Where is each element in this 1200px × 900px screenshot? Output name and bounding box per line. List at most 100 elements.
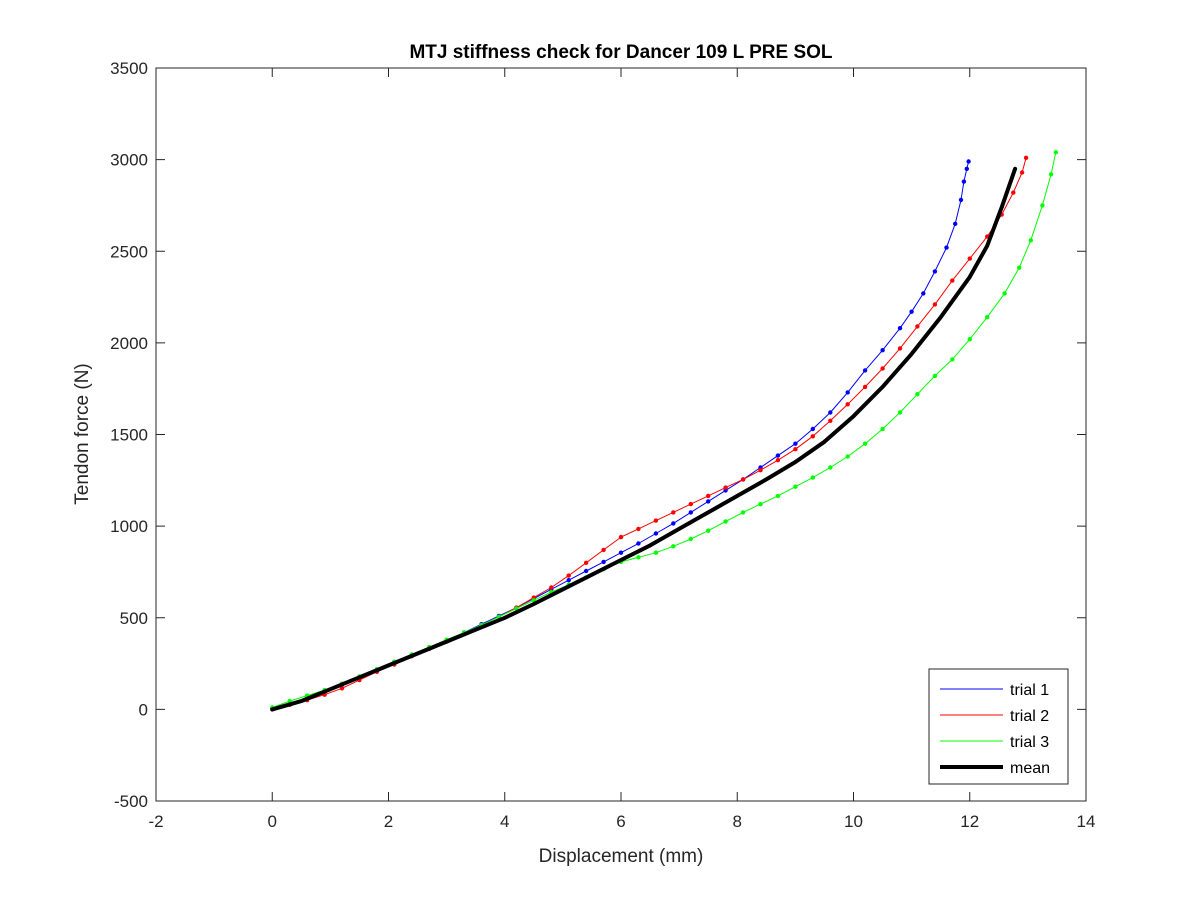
data-point: [618, 534, 624, 540]
x-tick-label: 2: [384, 812, 393, 831]
data-point: [723, 485, 728, 490]
data-point: [758, 501, 763, 507]
x-tick-label: 0: [268, 812, 277, 831]
data-point: [793, 484, 798, 489]
data-point: [758, 468, 763, 473]
y-axis-label: Tendon force (N): [72, 363, 93, 505]
data-point: [950, 278, 955, 283]
data-point: [915, 324, 920, 329]
data-point: [897, 410, 903, 415]
legend-label: trial 3: [1010, 734, 1049, 751]
series-line: [270, 166, 1018, 712]
data-point: [985, 315, 990, 320]
data-point: [671, 521, 676, 526]
data-point: [897, 346, 903, 351]
data-point: [793, 447, 798, 452]
y-tick-label: 500: [120, 609, 148, 628]
data-point: [549, 585, 554, 590]
data-point: [961, 179, 967, 184]
data-point: [967, 256, 972, 261]
data-point: [601, 559, 606, 565]
data-point: [618, 550, 624, 555]
data-point: [671, 544, 676, 549]
data-point: [909, 309, 914, 314]
data-point: [953, 221, 958, 226]
data-point: [688, 501, 693, 507]
data-point: [862, 368, 868, 373]
legend-label: trial 1: [1010, 682, 1049, 699]
data-point: [1011, 190, 1016, 195]
data-point: [921, 291, 926, 296]
data-point: [601, 547, 606, 553]
x-tick-label: 12: [960, 812, 979, 831]
data-point: [723, 519, 728, 524]
x-tick-label: 8: [733, 812, 742, 831]
data-point: [845, 390, 850, 395]
data-point: [932, 373, 938, 379]
data-point: [706, 493, 711, 499]
data-point: [775, 453, 781, 458]
data-point: [932, 269, 938, 274]
data-point: [793, 441, 798, 446]
data-point: [880, 426, 885, 432]
x-axis-label: Displacement (mm): [539, 846, 704, 867]
data-point: [775, 493, 781, 499]
data-point: [944, 245, 949, 250]
data-point: [810, 475, 815, 480]
data-point: [915, 392, 920, 397]
x-tick-label: 6: [616, 812, 625, 831]
data-point: [828, 418, 833, 423]
y-tick-label: 1000: [110, 517, 148, 536]
y-tick-label: -500: [114, 792, 148, 811]
data-point: [862, 384, 868, 390]
data-point: [1023, 155, 1029, 160]
x-tick-label: 14: [1077, 812, 1096, 831]
data-point: [880, 348, 885, 353]
y-tick-label: 1500: [110, 426, 148, 445]
data-point: [1028, 238, 1034, 243]
data-point: [653, 531, 659, 536]
data-point: [967, 337, 972, 342]
data-point: [775, 458, 781, 463]
data-point: [706, 528, 711, 533]
data-point: [583, 568, 589, 574]
data-point: [950, 357, 955, 362]
data-point: [880, 366, 885, 371]
y-tick-label: 3000: [110, 151, 148, 170]
data-point: [1019, 170, 1025, 175]
data-point: [653, 550, 659, 555]
data-point: [740, 477, 746, 482]
y-tick-label: 0: [139, 700, 148, 719]
legend-items: trial 1 trial 2 trial 3 mean: [940, 682, 1050, 777]
legend-box: [928, 668, 1069, 785]
data-point: [1002, 291, 1007, 296]
data-point: [671, 510, 676, 515]
legend-label: trial 2: [1010, 708, 1049, 725]
tick-layer: -2 0 2 4 6 8 10 12 14 -500 0 500 1000 1500 2000 2500 300…: [110, 59, 1095, 831]
y-tick-label: 3500: [110, 59, 148, 78]
chart-title: MTJ stiffness check for Dancer 109 L PRE…: [409, 42, 832, 63]
series-layer: [270, 150, 1059, 712]
data-point: [688, 510, 693, 515]
data-point: [688, 536, 693, 542]
data-point: [636, 526, 641, 532]
x-tick-label: -2: [148, 812, 163, 831]
data-point: [1053, 150, 1059, 155]
series-mean: [270, 166, 1018, 712]
data-point: [339, 686, 345, 691]
y-tick-label: 2500: [110, 242, 148, 261]
y-tick-label: 2000: [110, 334, 148, 353]
data-point: [828, 410, 833, 415]
data-point: [932, 302, 938, 307]
data-point: [845, 454, 850, 459]
data-point: [966, 159, 971, 164]
data-point: [566, 578, 571, 583]
data-point: [566, 573, 571, 578]
data-point: [964, 166, 969, 171]
data-point: [828, 465, 833, 470]
legend-label: mean: [1010, 760, 1050, 777]
data-point: [1048, 172, 1054, 177]
data-point: [636, 555, 641, 560]
